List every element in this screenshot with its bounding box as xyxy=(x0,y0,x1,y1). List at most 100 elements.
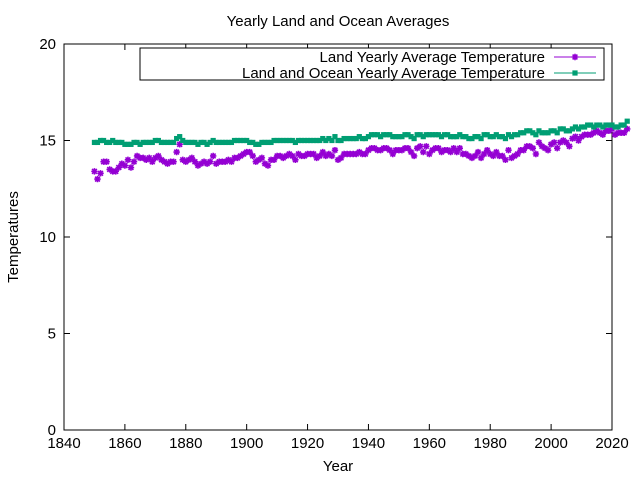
data-point xyxy=(542,130,548,136)
data-point xyxy=(456,145,463,152)
data-point xyxy=(398,146,406,154)
data-point xyxy=(107,139,113,146)
data-point xyxy=(618,122,624,128)
data-point xyxy=(554,145,561,152)
series-land xyxy=(91,125,631,183)
data-point xyxy=(353,135,359,142)
data-point xyxy=(404,145,412,152)
data-point xyxy=(347,135,353,142)
data-point xyxy=(475,134,481,140)
data-point xyxy=(152,137,158,144)
data-point xyxy=(405,132,411,138)
data-point xyxy=(411,135,417,142)
data-point xyxy=(283,137,289,144)
data-point xyxy=(466,135,472,142)
data-point xyxy=(597,122,603,128)
data-point xyxy=(396,134,402,140)
data-point xyxy=(611,131,619,138)
data-point xyxy=(371,132,378,138)
data-point xyxy=(268,139,274,146)
data-point xyxy=(490,134,496,140)
data-point xyxy=(432,132,439,138)
data-point xyxy=(200,158,208,165)
data-point xyxy=(417,132,423,138)
data-point xyxy=(532,150,540,158)
data-point xyxy=(331,146,339,154)
data-point xyxy=(118,160,126,167)
x-tick-label: 1860 xyxy=(108,435,141,452)
data-point xyxy=(377,146,384,154)
data-point xyxy=(462,150,470,158)
y-axis-label: Temperatures xyxy=(5,191,22,283)
data-point xyxy=(252,158,259,165)
data-point xyxy=(110,137,116,144)
data-point xyxy=(575,126,582,132)
data-point xyxy=(499,152,506,160)
data-point xyxy=(255,156,263,163)
data-point xyxy=(127,164,135,171)
data-point xyxy=(247,139,253,146)
data-point xyxy=(389,150,396,158)
data-point xyxy=(448,134,454,140)
data-point xyxy=(445,132,451,138)
data-point xyxy=(203,160,211,167)
data-point xyxy=(146,154,153,162)
data-point xyxy=(505,146,512,154)
y-tick-label: 20 xyxy=(39,36,56,53)
data-point xyxy=(575,137,582,144)
data-point xyxy=(594,122,600,128)
data-point xyxy=(535,139,543,146)
chart-title: Yearly Land and Ocean Averages xyxy=(227,13,450,30)
data-point xyxy=(176,141,183,148)
data-point xyxy=(563,139,570,146)
data-point xyxy=(103,158,110,165)
data-point xyxy=(508,134,515,140)
data-point xyxy=(189,139,195,146)
data-point xyxy=(487,134,493,140)
data-point xyxy=(423,132,429,138)
data-point xyxy=(505,132,512,138)
data-point xyxy=(384,132,390,138)
data-point xyxy=(155,137,161,144)
data-point xyxy=(289,137,295,144)
data-point xyxy=(143,139,149,146)
data-point xyxy=(402,132,408,138)
data-point xyxy=(210,137,216,144)
data-point xyxy=(460,134,466,140)
data-point xyxy=(511,152,518,160)
data-point xyxy=(298,137,305,144)
data-point xyxy=(301,137,308,144)
data-point xyxy=(550,139,558,146)
data-point xyxy=(314,137,320,144)
data-point xyxy=(596,129,604,136)
data-point xyxy=(173,148,180,156)
data-point xyxy=(237,137,244,144)
data-point xyxy=(249,152,256,160)
data-point xyxy=(350,135,356,142)
data-point xyxy=(624,118,630,124)
data-point xyxy=(192,139,198,146)
data-point xyxy=(188,154,196,162)
x-tick-label: 1880 xyxy=(169,435,202,452)
data-point xyxy=(585,122,591,128)
data-point xyxy=(191,158,199,165)
data-point xyxy=(130,158,138,165)
data-point xyxy=(484,132,490,138)
data-point xyxy=(341,135,347,142)
data-point xyxy=(410,152,418,160)
data-point xyxy=(244,137,250,144)
data-point xyxy=(600,124,606,130)
data-point xyxy=(286,137,292,144)
data-point xyxy=(222,158,229,165)
data-point xyxy=(514,150,521,158)
data-point xyxy=(429,132,435,138)
data-point xyxy=(264,162,272,169)
data-point xyxy=(301,152,308,160)
data-point xyxy=(265,139,271,146)
data-point xyxy=(557,139,564,146)
data-point xyxy=(289,152,296,160)
data-point xyxy=(529,145,537,152)
data-point xyxy=(362,135,368,142)
data-point xyxy=(572,124,579,130)
